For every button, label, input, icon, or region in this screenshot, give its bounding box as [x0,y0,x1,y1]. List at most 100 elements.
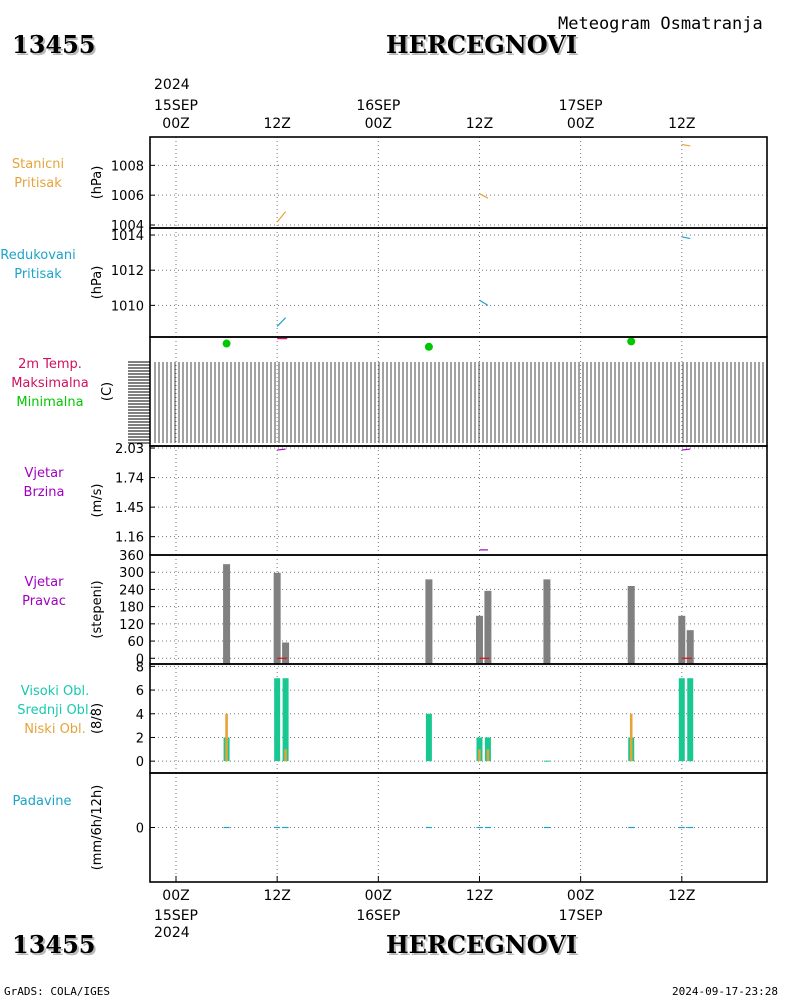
label-line: Brzina [23,485,65,500]
wind-direction-bar [425,579,433,664]
time-tick-label-top: 12Z [263,116,290,132]
y-tick-label: 0 [136,822,144,837]
label-station-pressure: Stanicni Pritisak [0,155,76,193]
label-line: Minimalna [16,395,84,410]
cloud-high-bar [678,678,685,762]
reduced-pressure-segment [681,236,691,240]
cloud-high-bar [274,678,281,762]
y-tick-label: 120 [119,618,144,633]
station-name-bottom: HERCEGNOVI [386,930,578,959]
panel-frame [149,554,768,665]
date-label-bottom: 16SEP [356,908,400,924]
wind-direction-bar [223,564,231,664]
label-line: Visoki Obl. [20,684,90,699]
wind-direction-bar [627,585,635,664]
y-tick-label: 1008 [111,159,144,174]
tmin-marker [222,339,231,348]
y-tick-label: 300 [119,566,144,581]
date-label-bottom: 15SEP [154,908,198,924]
cloud-low-bar [486,749,490,762]
label-line: Redukovani [0,248,76,263]
label-line: Pritisak [14,267,62,282]
year-top: 2024 [154,77,190,93]
y-tick-label: 2 [136,731,144,746]
label-reduced-pressure: Redukovani Pritisak [0,246,76,284]
wind-direction-bar [282,642,290,664]
label-line: Pravac [22,594,66,609]
y-tick-label: 1.74 [115,472,144,487]
panel-frame [149,136,768,229]
wind-speed-segment [681,448,691,451]
y-tick-label: 0 [136,652,144,667]
cloud-low-bar [225,713,228,762]
wind-direction-bar [678,615,686,664]
time-tick-label-bottom: 12Z [263,888,290,904]
panel-frame [149,772,768,883]
label-line: Vjetar [24,575,64,590]
label-line: Pritisak [14,176,62,191]
panel-frame [149,663,768,774]
date-label-top: 17SEP [559,98,603,114]
cloud-low-bar [284,749,287,762]
date-label-top: 16SEP [356,98,400,114]
y-tick-label: 1006 [111,189,144,204]
time-tick-label-bottom: 12Z [668,888,695,904]
label-line: Maksimalna [11,376,89,391]
time-tick-label-top: 00Z [567,116,594,132]
time-tick-label-bottom: 00Z [365,888,392,904]
wind-direction-bar [686,630,694,664]
wind-direction-bar [273,572,281,664]
label-wind-speed: Vjetar Brzina [0,464,88,502]
time-tick-label-top: 12Z [466,116,493,132]
y-tick-label: 1010 [111,299,144,314]
time-tick-label-bottom: 00Z [162,888,189,904]
station-pressure-segment [479,193,489,199]
y-tick-label: 240 [119,583,144,598]
y-tick-label: 4 [136,708,144,723]
y-tick-label: 1014 [111,229,144,244]
label-clouds: Visoki Obl. Srednji Obl. Niski Obl. [0,682,110,739]
y-tick-label: 1012 [111,264,144,279]
panel-frame [149,445,768,556]
cloud-high-bar [282,678,289,762]
reduced-pressure-segment [276,317,287,327]
wind-direction-bar [543,579,551,664]
station-id: 13455 [12,30,96,59]
station-name: HERCEGNOVI [386,30,578,59]
time-tick-label-top: 12Z [668,116,695,132]
y-tick-label: 0 [136,755,144,770]
y-tick-label: 1004 [111,219,144,234]
time-tick-label-top: 00Z [162,116,189,132]
label-line: Padavine [12,794,72,809]
label-line: Stanicni [11,157,65,172]
y-axis-label: (stepeni) [90,580,105,638]
time-tick-label-bottom: 12Z [466,888,493,904]
meteogram-subtitle: Meteogram Osmatranja [558,14,763,34]
y-tick-label: 1.45 [115,501,144,516]
y-axis-label: (8/8) [90,703,105,734]
cloud-low-bar [478,749,481,762]
wind-speed-segment [277,448,286,451]
y-tick-label: 60 [127,635,144,650]
panel-frame [149,227,768,338]
reduced-pressure-segment [479,299,489,306]
tmin-marker [424,342,433,351]
label-temperature: 2m Temp. Maksimalna Minimalna [0,355,100,412]
label-line: Srednji Obl. [17,703,93,718]
grads-credit: GrADS: COLA/IGES [4,985,110,998]
label-line: Niski Obl. [24,722,86,737]
label-line: 2m Temp. [18,357,82,372]
tmin-marker [627,337,636,346]
label-wind-direction: Vjetar Pravac [0,573,88,611]
wind-direction-bar [475,615,483,664]
y-tick-label: 8 [136,660,144,675]
y-axis-label: (mm/6h/12h) [90,785,105,871]
time-tick-label-top: 00Z [365,116,392,132]
y-tick-label: 6 [136,684,144,699]
station-pressure-segment [276,211,287,223]
plot-timestamp: 2024-09-17-23:28 [672,985,778,998]
label-precip: Padavine [0,792,84,811]
y-axis-label: (C) [100,382,115,401]
year-bottom: 2024 [154,925,190,941]
